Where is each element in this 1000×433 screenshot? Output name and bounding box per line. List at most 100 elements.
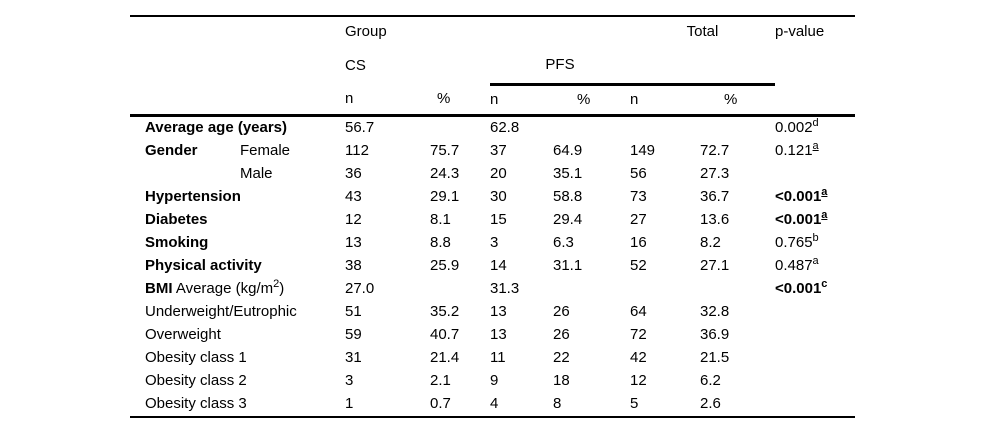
cell-pvalue (775, 393, 855, 417)
cell-value (700, 278, 775, 301)
cell-value: 27.3 (700, 165, 730, 183)
cell-value: 31.1 (553, 257, 583, 275)
table-row: Diabetes 12 8.1 15 29.4 27 13.6 <0.001a (130, 209, 855, 232)
row-label: BMI Average (kg/m2) (145, 278, 285, 298)
table-row: Male 36 24.3 20 35.1 56 27.3 (130, 163, 855, 186)
row-label: Obesity class 2 (145, 372, 247, 390)
row-label: Diabetes (145, 211, 208, 229)
header-cs-n: n (345, 84, 430, 117)
header-total: Total (686, 22, 719, 40)
cell-value: 1 (345, 395, 354, 413)
cell-value: 3 (490, 234, 499, 252)
cell-pvalue: 0.002d (775, 117, 819, 137)
cell-value: 31 (345, 349, 362, 367)
header-cs: CS (345, 56, 366, 74)
cell-value: 149 (630, 142, 656, 160)
statistics-table: Group Total p-value CS PFS n % n % (130, 15, 855, 418)
cell-value: 13 (490, 303, 507, 321)
cell-value (553, 116, 630, 141)
row-sublabel (240, 370, 345, 393)
cell-value: 36.9 (700, 326, 730, 344)
cell-value: 52 (630, 257, 647, 275)
cell-value: 8.8 (430, 234, 451, 252)
table-row: Obesity class 2 3 2.1 9 18 12 6.2 (130, 370, 855, 393)
cell-value: 64.9 (553, 142, 583, 160)
cell-value: 31.3 (490, 280, 520, 298)
row-label: Hypertension (145, 188, 241, 206)
cell-value: 2.1 (430, 372, 451, 390)
cell-value: 36 (345, 165, 362, 183)
cell-value: 37 (490, 142, 507, 160)
cell-value: 51 (345, 303, 362, 321)
cell-value (553, 278, 630, 301)
table-header: Group Total p-value CS PFS n % n % (130, 16, 855, 117)
cell-value: 12 (345, 211, 362, 229)
header-total-n: n (630, 84, 700, 117)
cell-value: 35.1 (553, 165, 583, 183)
cell-value: 6.2 (700, 372, 721, 390)
cell-value: 29.4 (553, 211, 583, 229)
cell-value: 35.2 (430, 303, 460, 321)
cell-pvalue: 0.765b (775, 232, 819, 252)
cell-value: 4 (490, 395, 499, 413)
cell-value: 56 (630, 165, 647, 183)
cell-pvalue (775, 324, 855, 347)
row-label: Underweight/Eutrophic (145, 303, 297, 321)
cell-value: 12 (630, 372, 647, 390)
cell-value: 11 (490, 349, 506, 367)
row-sublabel (240, 232, 345, 255)
row-sublabel (240, 186, 345, 209)
cell-value: 13.6 (700, 211, 730, 229)
row-sublabel (240, 347, 345, 370)
cell-value: 26 (553, 303, 570, 321)
cell-value: 18 (553, 372, 570, 390)
cell-value (630, 116, 700, 141)
cell-value: 75.7 (430, 142, 460, 160)
cell-pvalue: <0.001a (775, 209, 828, 229)
cell-pvalue: <0.001a (775, 186, 828, 206)
cell-value: 22 (553, 349, 570, 367)
cell-value: 30 (490, 188, 507, 206)
cell-value: 40.7 (430, 326, 460, 344)
row-label: Overweight (145, 326, 221, 344)
cell-value: 21.4 (430, 349, 460, 367)
cell-value: 62.8 (490, 119, 520, 137)
cell-value: 58.8 (553, 188, 583, 206)
cell-value: 0.7 (430, 395, 451, 413)
row-label: Gender (145, 142, 198, 160)
cell-value: 8 (553, 395, 562, 413)
cell-value (630, 278, 700, 301)
header-pfs-n: n (490, 84, 553, 117)
cell-value: 9 (490, 372, 499, 390)
table-row: Overweight 59 40.7 13 26 72 36.9 (130, 324, 855, 347)
row-label: Obesity class 1 (145, 349, 247, 367)
table-row: Physical activity 38 25.9 14 31.1 52 27.1 0.487… (130, 255, 855, 278)
row-sublabel (240, 324, 345, 347)
cell-value: 59 (345, 326, 362, 344)
cell-value: 73 (630, 188, 647, 206)
row-label: Obesity class 3 (145, 395, 247, 413)
cell-value: 26 (553, 326, 570, 344)
cell-value: 56.7 (345, 119, 375, 137)
table-row: Gender Female 112 75.7 37 64.9 149 72.7 0.121a (130, 140, 855, 163)
cell-pvalue: 0.121a (775, 140, 819, 160)
header-pfs: PFS (490, 47, 630, 86)
table-row: Average age (years) 56.7 62.8 0.002d (130, 116, 855, 141)
table-row: Obesity class 3 1 0.7 4 8 5 2.6 (130, 393, 855, 417)
cell-value: 8.1 (430, 211, 451, 229)
cell-value: 27 (630, 211, 647, 229)
row-sublabel: Male (240, 165, 273, 183)
table-body: Average age (years) 56.7 62.8 0.002d Gender F… (130, 116, 855, 418)
header-spacer (130, 16, 345, 47)
cell-value: 14 (490, 257, 507, 275)
cell-value: 8.2 (700, 234, 721, 252)
cell-value: 2.6 (700, 395, 721, 413)
cell-pvalue (775, 163, 855, 186)
header-spacer (130, 47, 345, 85)
cell-value: 20 (490, 165, 507, 183)
header-group: Group (345, 22, 387, 40)
cell-value: 6.3 (553, 234, 574, 252)
cell-value: 21.5 (700, 349, 730, 367)
table-row: Smoking 13 8.8 3 6.3 16 8.2 0.765b (130, 232, 855, 255)
